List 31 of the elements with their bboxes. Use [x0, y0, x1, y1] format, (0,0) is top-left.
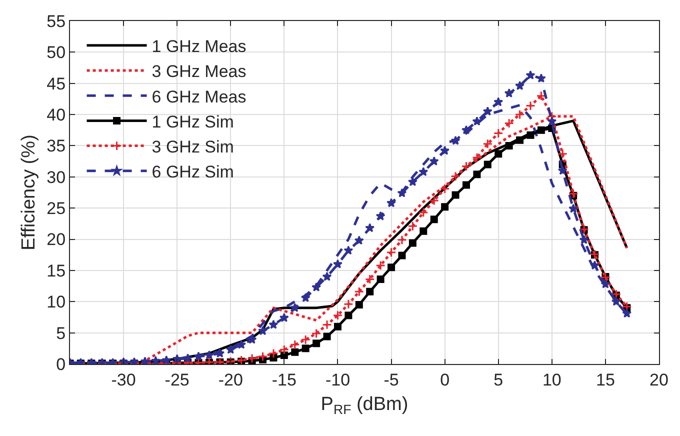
y-tick-label: 0 [56, 354, 66, 374]
x-tick-label: 5 [494, 370, 504, 390]
x-tick-label: 15 [596, 370, 615, 390]
x-tick-label: -30 [111, 370, 136, 390]
x-tick-label: -5 [384, 370, 399, 390]
legend-label: 6 GHz Meas [152, 87, 246, 106]
x-axis-title: P$_{RF}$ (dBm) [320, 394, 408, 418]
legend-label: 3 GHz Sim [152, 137, 234, 156]
x-tick-label: -15 [272, 370, 296, 390]
y-tick-label: 55 [46, 12, 66, 31]
y-axis-title: Efficiency (%) [18, 134, 40, 250]
y-tick-label: 10 [46, 292, 66, 312]
y-tick-label: 30 [46, 168, 66, 187]
x-tick-label: -20 [218, 370, 243, 390]
x-tick-label: 0 [440, 370, 450, 390]
legend-label: 6 GHz Sim [152, 162, 234, 182]
y-tick-label: 50 [46, 43, 66, 62]
y-tick-label: 15 [46, 261, 66, 280]
y-tick-label: 35 [46, 136, 66, 156]
legend-label: 3 GHz Meas [152, 62, 246, 82]
legend-label: 1 GHz Sim [152, 112, 234, 132]
y-tick-label: 45 [46, 74, 66, 94]
y-tick-label: 25 [46, 199, 66, 218]
y-tick-label: 20 [46, 230, 66, 250]
x-tick-label: 10 [542, 370, 562, 390]
y-tick-label: 5 [56, 324, 66, 343]
x-tick-label: -10 [325, 370, 350, 390]
x-tick-label: -25 [164, 370, 190, 390]
legend-label: 1 GHz Meas [152, 37, 246, 56]
y-tick-label: 40 [46, 106, 66, 124]
x-tick-label: 20 [650, 370, 668, 390]
